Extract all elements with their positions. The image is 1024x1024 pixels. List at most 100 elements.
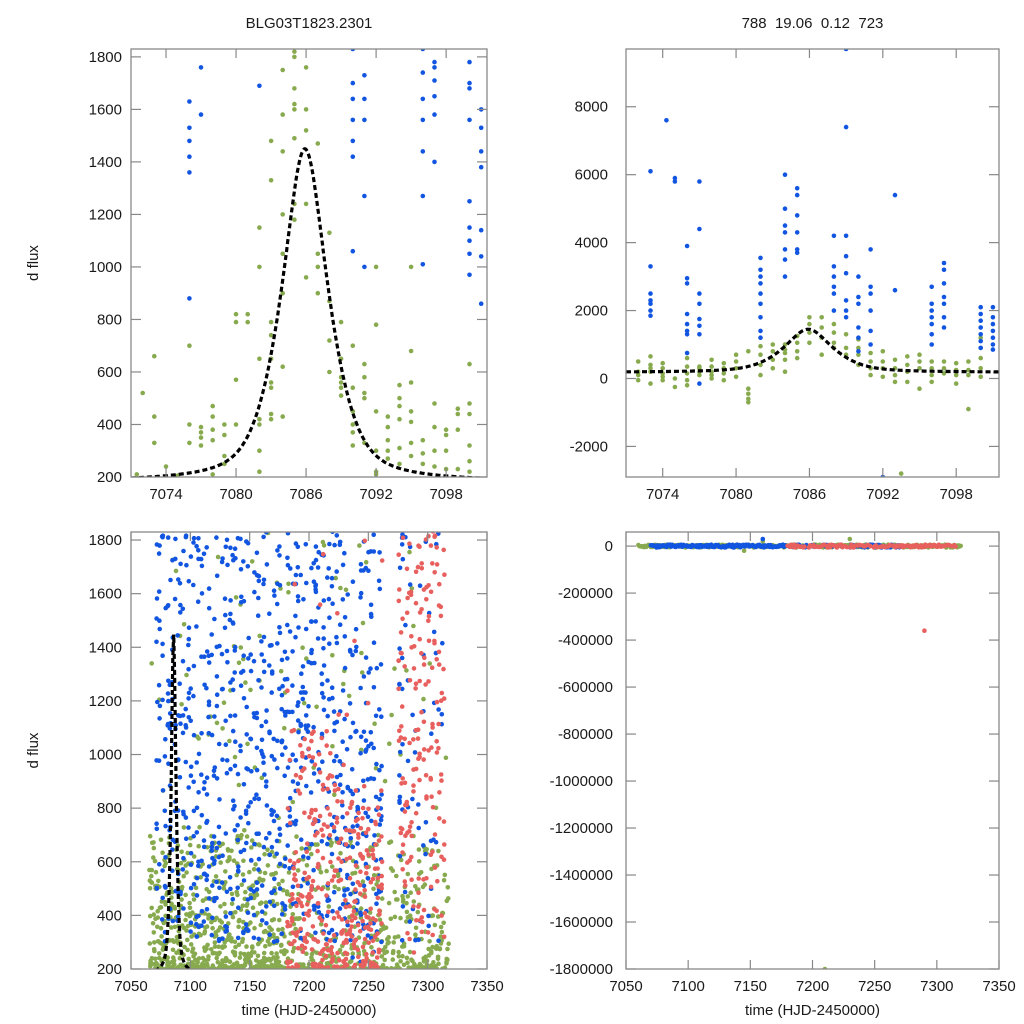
red-data-point (347, 875, 353, 881)
red-data-point (310, 755, 316, 760)
blue-data-point (272, 593, 277, 598)
green-data-point (953, 381, 959, 386)
blue-data-point (283, 713, 288, 718)
green-data-point (388, 916, 394, 922)
blue-data-point (350, 824, 356, 829)
green-data-point (770, 366, 776, 371)
blue-data-point (368, 666, 373, 671)
green-data-point (445, 885, 451, 890)
blue-data-point (283, 745, 288, 750)
blue-data-point (162, 754, 168, 759)
blue-data-point (254, 880, 260, 885)
blue-data-point (191, 582, 196, 588)
green-data-point (188, 942, 194, 947)
green-data-point (398, 915, 403, 921)
green-data-point (196, 843, 201, 849)
green-data-point (386, 900, 392, 906)
green-data-point (315, 842, 320, 847)
blue-data-point (290, 752, 296, 757)
blue-data-point (334, 774, 340, 780)
green-data-point (917, 386, 922, 392)
blue-data-point (831, 291, 837, 296)
blue-data-point (271, 588, 277, 593)
red-data-point (329, 878, 335, 883)
red-data-point (371, 856, 377, 861)
blue-data-point (941, 294, 947, 300)
blue-data-point (188, 920, 194, 925)
blue-data-point (345, 922, 351, 928)
green-data-point (315, 290, 321, 296)
red-data-point (434, 657, 440, 662)
blue-data-point (350, 652, 355, 658)
red-data-point (409, 820, 414, 825)
green-data-point (424, 962, 430, 967)
red-data-point (353, 915, 358, 921)
plot-frame (130, 48, 488, 478)
blue-data-point (697, 291, 702, 296)
blue-data-point (263, 836, 269, 841)
green-data-point (134, 472, 140, 477)
blue-data-point (180, 658, 186, 664)
red-data-point (315, 864, 321, 870)
blue-data-point (248, 857, 254, 863)
red-data-point (419, 566, 425, 571)
blue-data-point (195, 599, 201, 604)
blue-data-point (293, 613, 298, 619)
blue-data-point (308, 790, 314, 795)
blue-data-point (157, 618, 162, 623)
red-data-point (323, 953, 329, 959)
red-data-point (364, 951, 369, 957)
green-data-point (250, 883, 256, 888)
blue-data-point (199, 591, 205, 596)
blue-data-point (279, 752, 285, 757)
green-data-point (467, 469, 472, 475)
blue-data-point (340, 790, 345, 795)
y-tick-label: 1800 (89, 532, 122, 549)
green-data-point (190, 946, 196, 951)
x-tick-label: 7100 (671, 978, 704, 995)
green-data-point (268, 178, 274, 183)
red-data-point (402, 809, 408, 814)
blue-data-point (232, 763, 238, 769)
blue-data-point (313, 583, 318, 589)
red-data-point (302, 766, 307, 771)
green-data-point (346, 693, 352, 699)
chart-title: 788 19.06 0.12 723 (742, 15, 884, 32)
green-data-point (443, 448, 449, 454)
green-data-point (325, 886, 331, 891)
blue-data-point (362, 73, 367, 78)
green-data-point (443, 432, 449, 438)
blue-data-point (244, 704, 249, 710)
blue-data-point (929, 301, 934, 307)
blue-data-point (256, 678, 261, 683)
green-data-point (847, 536, 853, 542)
blue-data-point (337, 622, 343, 627)
green-data-point (432, 464, 437, 469)
green-data-point (455, 466, 461, 472)
blue-data-point (224, 889, 230, 895)
blue-data-point (245, 910, 251, 915)
blue-data-point (232, 803, 237, 809)
blue-data-point (354, 644, 359, 650)
blue-data-point (329, 584, 335, 589)
green-data-point (388, 839, 394, 844)
green-data-point (152, 414, 157, 419)
blue-data-point (426, 923, 432, 929)
green-data-point (746, 396, 751, 402)
red-data-point (402, 879, 408, 884)
blue-data-point (206, 660, 212, 665)
green-data-point (377, 917, 383, 923)
x-tick-label: 7350 (982, 978, 1015, 995)
red-data-point (344, 951, 350, 957)
green-data-point (420, 451, 426, 456)
blue-data-point (160, 653, 165, 658)
green-data-point (265, 863, 271, 868)
blue-data-point (350, 96, 356, 102)
blue-data-point (186, 690, 192, 696)
green-data-point (280, 290, 286, 296)
blue-data-point (334, 634, 339, 640)
model-fit-curve (626, 327, 999, 374)
green-data-point (386, 935, 392, 940)
green-data-point (159, 934, 164, 939)
red-data-point (424, 796, 429, 801)
